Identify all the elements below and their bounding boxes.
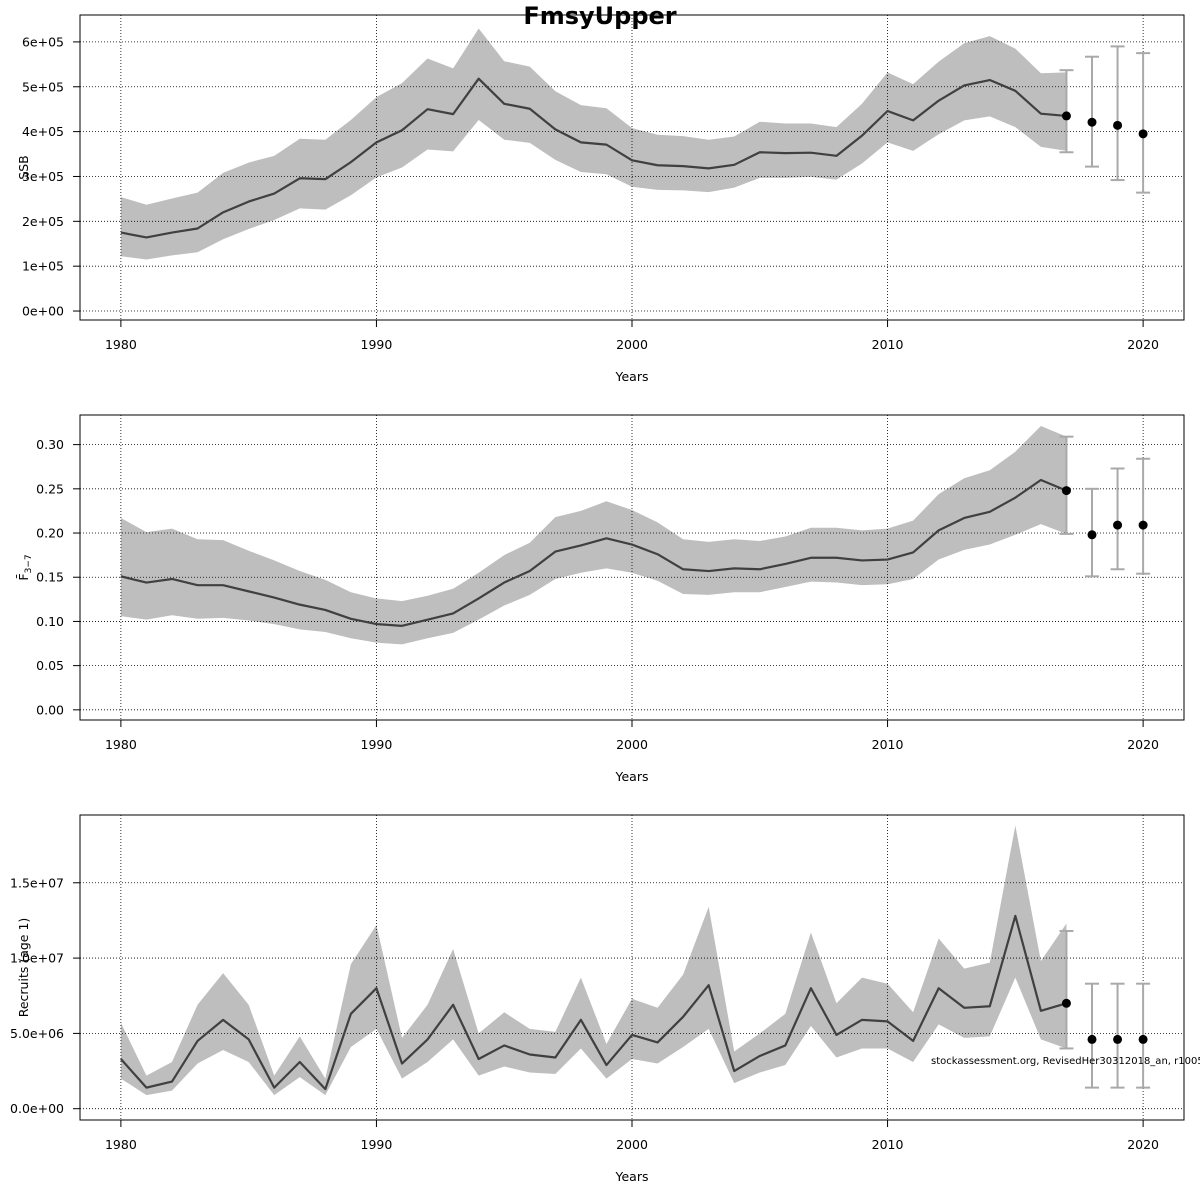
forecast-errorbar [1059, 435, 1074, 535]
x-axis-label: Years [615, 769, 649, 784]
y-tick-label: 3e+05 [22, 169, 64, 184]
y-axis-label: F̄3−7 [16, 554, 34, 580]
forecast-point [1113, 520, 1123, 530]
y-tick-label: 5.0e+06 [10, 1026, 64, 1041]
forecast-point [1061, 486, 1071, 496]
x-tick-label: 2010 [872, 1137, 904, 1152]
forecast-point [1113, 120, 1123, 130]
y-tick-label: 6e+05 [22, 34, 64, 49]
watermark-text: stockassessment.org, RevisedHer30312018_… [931, 1056, 1200, 1067]
y-tick-label: 0.10 [36, 614, 64, 629]
y-tick-label: 1.5e+07 [10, 875, 64, 890]
panel-2: 1980 1990 2000 2010 2020 0.00 0.05 0.10 0.15 0.20… [16, 414, 1185, 784]
forecast-point [1087, 1034, 1097, 1044]
y-axis-label: Recruits (age 1) [16, 918, 31, 1018]
x-tick-label: 2000 [616, 1137, 648, 1152]
x-tick-label: 2020 [1127, 337, 1159, 352]
x-tick-label: 1980 [105, 337, 137, 352]
forecast-point [1087, 117, 1097, 127]
y-tick-label: 0.15 [36, 570, 64, 585]
x-tick-label: 1990 [361, 737, 393, 752]
x-tick-label: 1990 [361, 337, 393, 352]
x-tick-label: 1980 [105, 737, 137, 752]
forecast-point [1113, 1034, 1123, 1044]
y-tick-label: 0.20 [36, 526, 64, 541]
forecast-errorbar [1136, 457, 1151, 575]
estimate-line [120, 77, 1067, 239]
y-tick-label: 0.00 [36, 702, 64, 717]
forecast-errorbar [1059, 69, 1074, 154]
forecast-point [1138, 1034, 1148, 1044]
y-tick-label: 4e+05 [22, 124, 64, 139]
x-tick-label: 1980 [105, 1137, 137, 1152]
forecast-errorbar [1136, 52, 1151, 194]
x-tick-label: 2010 [872, 737, 904, 752]
x-tick-label: 2010 [872, 337, 904, 352]
y-tick-label: 0.30 [36, 437, 64, 452]
forecast-errorbar [1110, 45, 1125, 182]
confidence-band [120, 825, 1067, 1096]
y-tick-label: 1e+05 [22, 259, 64, 274]
y-tick-label: 0.25 [36, 481, 64, 496]
forecast-errorbar [1110, 467, 1125, 571]
x-tick-label: 2000 [616, 737, 648, 752]
forecast-point [1087, 530, 1097, 540]
forecast-point [1138, 520, 1148, 530]
panel-3: 1980 1990 2000 2010 2020 0.0e+00 5.0e+06 1.0e+0… [10, 814, 1185, 1184]
x-axis-label: Years [615, 1169, 649, 1184]
y-tick-label: 0e+00 [22, 304, 64, 319]
estimate-line [120, 914, 1067, 1091]
y-tick-label: 0.05 [36, 658, 64, 673]
estimate-line [120, 478, 1067, 627]
x-tick-label: 2020 [1127, 1137, 1159, 1152]
y-tick-label: 5e+05 [22, 79, 64, 94]
y-tick-label: 2e+05 [22, 214, 64, 229]
x-tick-label: 1990 [361, 1137, 393, 1152]
confidence-band [120, 426, 1067, 645]
forecast-point [1061, 998, 1071, 1008]
x-tick-label: 2000 [616, 337, 648, 352]
x-tick-label: 2020 [1127, 737, 1159, 752]
forecast-errorbar [1085, 55, 1099, 168]
y-tick-label: 1.0e+07 [10, 951, 64, 966]
x-axis-label: Years [615, 369, 649, 384]
y-axis-label: SSB [16, 155, 31, 179]
forecast-point [1138, 129, 1148, 139]
forecast-point [1061, 111, 1071, 121]
panel-1: 1980 1990 2000 2010 2020 0e+00 1e+05 2e+05 3e+05… [16, 14, 1185, 384]
forecast-errorbar [1059, 929, 1074, 1050]
y-tick-label: 0.0e+00 [10, 1101, 64, 1116]
chart-title: FmsyUpper [523, 2, 677, 30]
